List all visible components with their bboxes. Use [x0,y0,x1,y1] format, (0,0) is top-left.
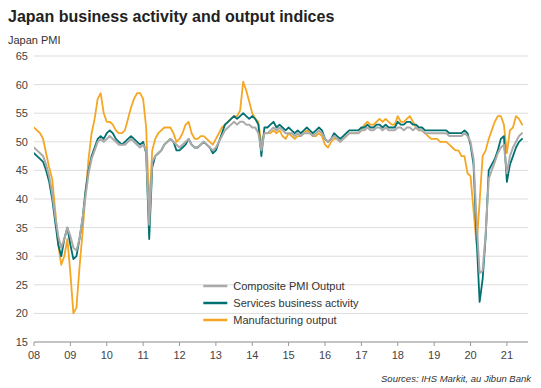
legend: Composite PMI Output Services business ac… [203,280,359,326]
y-tick-label: 25 [16,279,28,291]
y-axis-label: Japan PMI [8,34,61,46]
y-tick-label: 35 [16,222,28,234]
x-tick [143,342,144,346]
x-tick [106,342,107,346]
y-tick-label: 50 [16,136,28,148]
x-tick [70,342,71,346]
x-tick-label: 14 [246,349,258,361]
x-tick-label: 08 [28,349,40,361]
legend-label: Services business activity [233,297,359,309]
source-note: Sources: IHS Markit, au Jibun Bank [381,373,532,384]
y-tick-label: 45 [16,164,28,176]
x-axis-line [34,342,528,343]
grid-line [34,227,528,228]
x-tick-label: 17 [355,349,367,361]
y-tick-label: 65 [16,50,28,62]
x-tick-label: 16 [319,349,331,361]
legend-swatch [203,285,227,288]
series-line [34,82,522,314]
series-line [34,113,522,302]
legend-swatch [203,319,227,322]
x-tick [397,342,398,346]
grid-line [34,84,528,85]
x-tick [252,342,253,346]
x-tick-label: 13 [210,349,222,361]
grid-line [34,199,528,200]
x-tick [506,342,507,346]
y-tick-label: 30 [16,250,28,262]
chart-container: Japan business activity and output indic… [0,0,541,388]
x-tick [470,342,471,346]
x-tick [325,342,326,346]
x-tick [434,342,435,346]
x-tick [288,342,289,346]
x-tick-label: 12 [173,349,185,361]
grid-line [34,141,528,142]
x-tick-label: 09 [64,349,76,361]
lines [34,82,522,314]
legend-label: Manufacturing output [233,314,336,326]
y-tick-label: 40 [16,193,28,205]
title: Japan business activity and output indic… [8,8,334,25]
x-tick [179,342,180,346]
grid-line [34,56,528,57]
x-tick [361,342,362,346]
grid-line [34,256,528,257]
x-tick-label: 19 [428,349,440,361]
legend-swatch [203,302,227,305]
series-line [34,122,522,274]
grid-line [34,170,528,171]
x-tick-label: 21 [501,349,513,361]
x-tick-label: 18 [392,349,404,361]
x-tick-label: 11 [137,349,148,361]
x-tick-label: 10 [101,349,113,361]
y-tick-label: 60 [16,79,28,91]
y-tick-label: 55 [16,107,28,119]
y-tick-label: 15 [16,336,28,348]
grid [34,56,528,342]
x-tick [34,342,35,346]
x-tick-label: 15 [283,349,295,361]
x-tick-label: 20 [464,349,476,361]
grid-line [34,342,528,343]
chart: Japan business activity and output indic… [0,0,541,388]
grid-line [34,113,528,114]
x-tick [215,342,216,346]
y-tick-label: 20 [16,307,28,319]
legend-label: Composite PMI Output [233,280,344,292]
